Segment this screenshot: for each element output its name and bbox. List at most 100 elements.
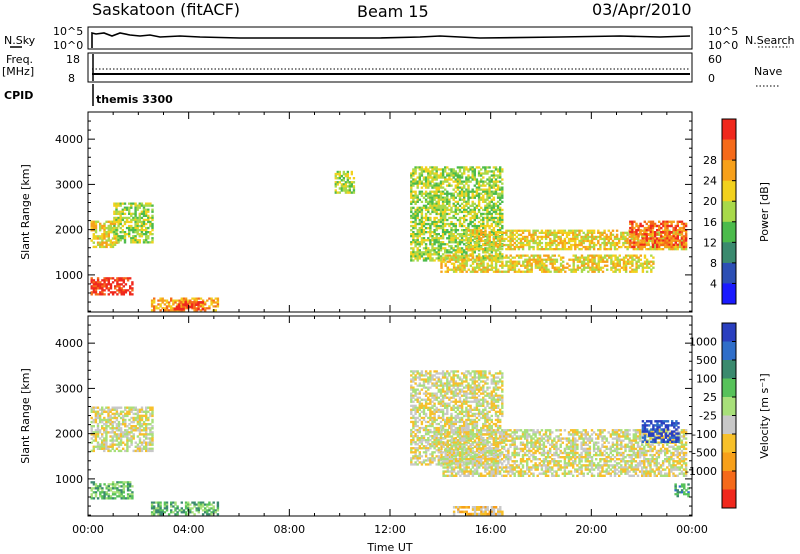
power-cell bbox=[528, 233, 531, 236]
velocity-cell bbox=[130, 410, 133, 413]
power-cell bbox=[582, 258, 586, 261]
velocity-cell bbox=[109, 427, 112, 430]
velocity-cell bbox=[172, 505, 175, 508]
power-cell bbox=[610, 262, 613, 265]
power-cell bbox=[536, 254, 540, 257]
power-cell bbox=[632, 235, 635, 239]
power-cell bbox=[626, 241, 629, 245]
power-cell bbox=[463, 235, 466, 238]
power-cell bbox=[469, 220, 472, 224]
velocity-cell bbox=[439, 398, 443, 401]
power-cell bbox=[136, 224, 139, 228]
power-cell bbox=[450, 229, 453, 232]
power-cell bbox=[422, 231, 426, 234]
power-cell bbox=[138, 218, 141, 222]
power-cell bbox=[448, 208, 451, 212]
power-cell bbox=[488, 210, 491, 214]
power-cell bbox=[420, 255, 424, 258]
power-cell bbox=[622, 237, 625, 241]
power-cell bbox=[412, 241, 415, 244]
power-cell bbox=[456, 176, 460, 179]
power-cell bbox=[99, 241, 102, 244]
power-cell bbox=[660, 226, 663, 230]
power-cell bbox=[126, 279, 130, 282]
velocity-cell bbox=[103, 416, 106, 420]
power-cell bbox=[659, 248, 663, 251]
power-cell bbox=[412, 212, 415, 216]
power-cell bbox=[576, 256, 580, 259]
power-cell bbox=[455, 260, 458, 263]
power-cell bbox=[507, 268, 510, 271]
velocity-cell bbox=[115, 427, 119, 430]
power-cell bbox=[532, 256, 535, 259]
velocity-cell bbox=[107, 406, 110, 409]
velocity-cell bbox=[134, 449, 137, 453]
power-cell bbox=[442, 260, 445, 263]
power-cell bbox=[161, 297, 164, 300]
power-cell bbox=[454, 235, 457, 238]
power-cell bbox=[545, 258, 548, 261]
power-cell bbox=[433, 216, 436, 220]
velocity-cell bbox=[115, 412, 119, 416]
power-cell bbox=[338, 181, 341, 184]
power-cell bbox=[595, 266, 598, 269]
velocity-cell bbox=[448, 426, 451, 430]
velocity-cell bbox=[416, 416, 419, 420]
velocity-cell bbox=[429, 398, 432, 401]
velocity-cell bbox=[412, 451, 415, 454]
power-cell bbox=[473, 245, 476, 248]
power-cell bbox=[515, 229, 518, 232]
power-cell bbox=[424, 186, 428, 189]
velocity-cell bbox=[113, 406, 116, 409]
power-cell bbox=[208, 305, 211, 308]
power-cell bbox=[490, 266, 494, 269]
power-cell bbox=[580, 239, 583, 243]
power-cell bbox=[534, 262, 538, 265]
power-cell bbox=[555, 233, 558, 236]
power-cell bbox=[165, 307, 169, 310]
velocity-cell bbox=[429, 380, 432, 383]
power-cell bbox=[412, 233, 415, 236]
power-cell bbox=[624, 270, 628, 273]
power-cell bbox=[125, 220, 129, 224]
power-cell bbox=[486, 241, 489, 245]
velocity-cell bbox=[145, 427, 148, 430]
power-cell bbox=[633, 239, 636, 242]
power-cell bbox=[469, 239, 473, 243]
velocity-cell bbox=[420, 439, 424, 442]
velocity-cell bbox=[431, 394, 434, 397]
power-cell bbox=[101, 287, 104, 290]
velocity-cell bbox=[199, 503, 203, 506]
power-cell bbox=[414, 194, 417, 197]
velocity-cell bbox=[136, 449, 140, 453]
power-cell bbox=[448, 192, 451, 195]
power-cell bbox=[134, 220, 137, 224]
power-cell bbox=[676, 231, 679, 234]
power-cell bbox=[488, 258, 491, 261]
power-cell bbox=[99, 281, 102, 284]
power-cell bbox=[526, 260, 529, 263]
power-cell bbox=[638, 248, 642, 251]
power-cell bbox=[603, 241, 606, 245]
power-cell bbox=[424, 222, 428, 226]
power-cell bbox=[410, 188, 413, 191]
power-cell bbox=[627, 254, 630, 257]
power-cell bbox=[136, 206, 139, 209]
power-cell bbox=[494, 255, 498, 258]
velocity-cell bbox=[424, 380, 428, 383]
velocity-cell bbox=[216, 503, 220, 506]
power-cell bbox=[195, 297, 198, 300]
power-cell bbox=[511, 260, 514, 263]
power-cell bbox=[666, 229, 669, 232]
power-cell bbox=[197, 307, 200, 311]
power-cell bbox=[195, 301, 198, 304]
velocity-cell bbox=[420, 441, 424, 444]
power-cell bbox=[484, 206, 487, 209]
velocity-cell bbox=[416, 384, 419, 387]
velocity-cell bbox=[433, 451, 436, 454]
power-cell bbox=[348, 187, 351, 190]
power-cell bbox=[618, 260, 621, 263]
power-cell bbox=[180, 297, 183, 300]
power-cell bbox=[439, 249, 443, 252]
power-cell bbox=[119, 226, 122, 230]
